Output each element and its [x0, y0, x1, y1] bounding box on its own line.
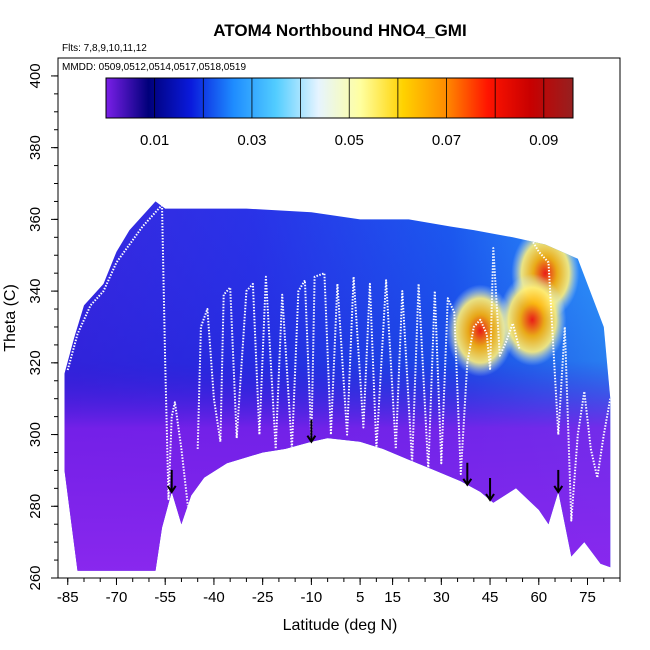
x-tick-label: 30	[433, 589, 450, 606]
profile-arrow	[553, 469, 564, 494]
x-tick-label: -85	[57, 589, 79, 606]
colorbar-tick-label: 0.03	[237, 132, 266, 149]
x-tick-label: -70	[106, 589, 128, 606]
flight-tracks	[66, 204, 611, 522]
y-tick-label: 360	[27, 207, 44, 232]
x-tick-label: 45	[482, 589, 499, 606]
flight-track-2	[196, 272, 469, 475]
x-tick-label: -40	[203, 589, 225, 606]
y-tick-label: 380	[27, 135, 44, 160]
y-tick-label: 320	[27, 350, 44, 375]
x-tick-label: 15	[384, 589, 401, 606]
y-tick-label: 300	[27, 422, 44, 447]
colorbar-tick-label: 0.01	[140, 132, 169, 149]
colorbar-bar	[105, 77, 574, 119]
profile-arrow	[485, 478, 495, 502]
y-tick-label: 400	[27, 63, 44, 88]
plot-frame	[57, 57, 621, 579]
profile-arrow	[166, 469, 177, 494]
y-tick-label: 260	[27, 565, 44, 590]
x-axis-label: Latitude (deg N)	[283, 617, 398, 634]
x-tick-label: -55	[154, 589, 176, 606]
x-tick-label: -10	[301, 589, 323, 606]
y-axis: 260 280 300 320 340 360 380 400	[27, 63, 58, 591]
x-tick-label: 5	[356, 589, 364, 606]
colorbar-tick-label: 0.09	[529, 132, 558, 149]
x-tick-label: -25	[252, 589, 274, 606]
chart-title: ATOM4 Northbound HNO4_GMI	[213, 21, 466, 40]
y-tick-label: 340	[27, 279, 44, 304]
x-tick-label: 60	[530, 589, 547, 606]
colorbar-tick-label: 0.05	[335, 132, 364, 149]
profile-arrow	[306, 419, 317, 444]
profile-arrow	[462, 462, 473, 487]
flights-label: Flts: 7,8,9,10,11,12	[62, 43, 147, 54]
flight-track-1	[161, 204, 189, 507]
colorbar-tick-label: 0.07	[432, 132, 461, 149]
y-axis-label: Theta (C)	[2, 284, 19, 352]
x-tick-label: 75	[579, 589, 596, 606]
dates-label: MMDD: 0509,0512,0514,0517,0518,0519	[62, 62, 246, 73]
x-axis: -85 -70 -55 -40 -25 -10 5 15 30 45 60 75	[57, 578, 621, 606]
data-field	[64, 201, 611, 571]
hotspot-2	[498, 273, 567, 366]
y-tick-label: 280	[27, 494, 44, 519]
colorbar: 0.01 0.03 0.05 0.07 0.09	[105, 77, 574, 149]
arrows	[166, 419, 564, 502]
